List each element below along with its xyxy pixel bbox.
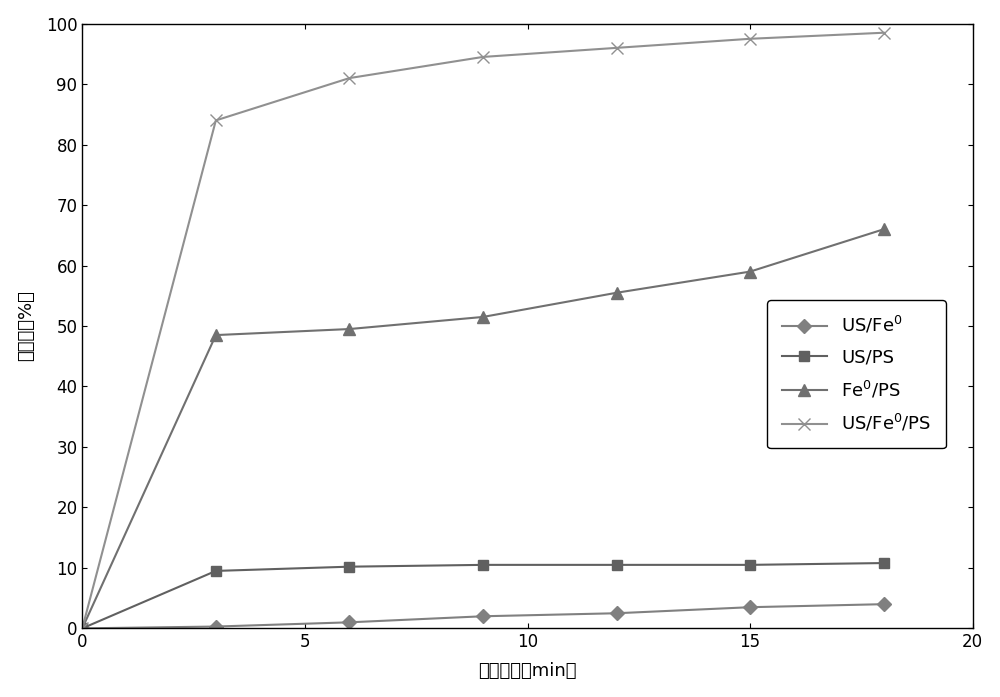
US/Fe$^0$ (878, 600, 890, 608)
Fe$^0$/PS (878, 225, 890, 233)
US/PS (76, 625, 88, 633)
US/Fe$^0$/PS (477, 53, 489, 61)
US/PS (210, 567, 222, 575)
US/Fe$^0$/PS (76, 625, 88, 633)
US/Fe$^0$/PS (210, 116, 222, 125)
X-axis label: 反应时间（min）: 反应时间（min） (478, 662, 577, 680)
Line: US/PS: US/PS (77, 558, 889, 633)
Fe$^0$/PS (477, 313, 489, 321)
Line: US/Fe$^0$/PS: US/Fe$^0$/PS (77, 27, 889, 634)
Line: Fe$^0$/PS: Fe$^0$/PS (77, 224, 889, 634)
US/PS (611, 560, 623, 569)
US/Fe$^0$/PS (611, 44, 623, 52)
US/Fe$^0$/PS (744, 35, 756, 43)
Fe$^0$/PS (744, 268, 756, 276)
US/Fe$^0$ (343, 618, 355, 627)
Line: US/Fe$^0$: US/Fe$^0$ (77, 599, 889, 633)
US/Fe$^0$ (210, 622, 222, 631)
US/PS (343, 562, 355, 571)
US/Fe$^0$/PS (878, 29, 890, 37)
US/Fe$^0$/PS (343, 74, 355, 82)
US/Fe$^0$ (76, 625, 88, 633)
Fe$^0$/PS (611, 289, 623, 297)
Fe$^0$/PS (76, 625, 88, 633)
Y-axis label: 降解率（%）: 降解率（%） (17, 291, 35, 362)
US/PS (477, 560, 489, 569)
US/Fe$^0$ (744, 603, 756, 611)
Fe$^0$/PS (343, 325, 355, 333)
US/PS (744, 560, 756, 569)
US/PS (878, 559, 890, 567)
US/Fe$^0$ (611, 609, 623, 618)
Legend: US/Fe$^0$, US/PS, Fe$^0$/PS, US/Fe$^0$/PS: US/Fe$^0$, US/PS, Fe$^0$/PS, US/Fe$^0$/P… (767, 300, 946, 448)
Fe$^0$/PS (210, 331, 222, 339)
US/Fe$^0$ (477, 612, 489, 620)
